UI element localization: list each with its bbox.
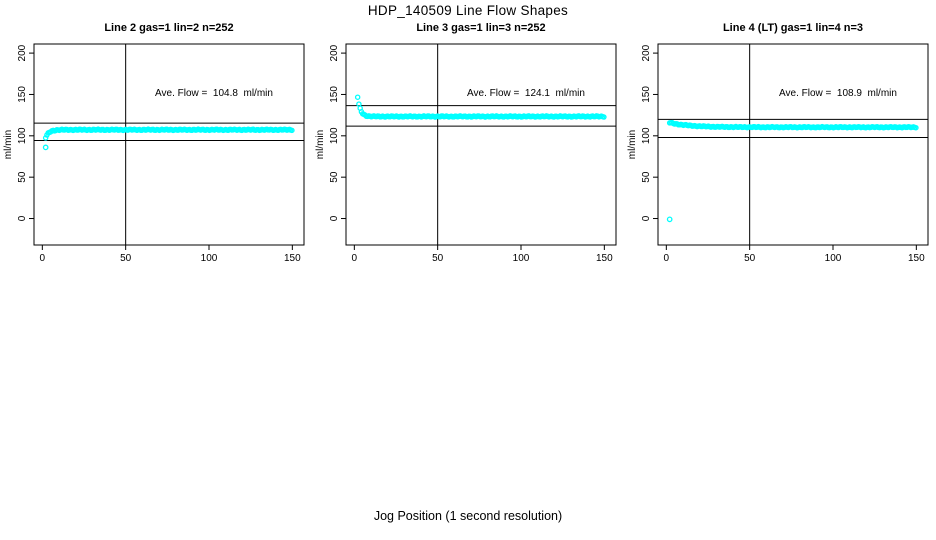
- plot-box: [33, 43, 305, 246]
- x-tick-label: 150: [908, 253, 925, 264]
- y-tick-label: 50: [17, 171, 28, 183]
- x-tick-label: 0: [352, 253, 358, 264]
- y-tick-label: 150: [17, 86, 28, 103]
- data-points: [666, 119, 919, 223]
- ave-flow-annotation: Ave. Flow = 124.1 ml/min: [467, 88, 585, 99]
- x-tick-label: 100: [201, 253, 218, 264]
- y-tick-label: 0: [641, 215, 652, 221]
- outlier-point: [666, 216, 673, 223]
- outlier-point: [42, 144, 49, 151]
- panel-line-3: Line 3 gas=1 lin=3 n=252 0 50 100 150 0 50 100 1…: [312, 0, 624, 270]
- x-tick-label: 50: [120, 253, 132, 264]
- y-tick-label: 50: [329, 171, 340, 183]
- x-tick-label: 150: [284, 253, 301, 264]
- y-tick-label: 0: [329, 215, 340, 221]
- panel-title: Line 4 (LT) gas=1 lin=4 n=3: [723, 22, 863, 34]
- y-tick-label: 200: [641, 44, 652, 61]
- y-tick-label: 150: [329, 86, 340, 103]
- data-points: [42, 126, 295, 151]
- data-point: [42, 135, 49, 141]
- y-axis-title: ml/min: [3, 130, 14, 159]
- plot-svg: Line 3 gas=1 lin=3 n=252 0 50 100 150 0 50 100 1…: [315, 22, 617, 264]
- plot-svg: Line 4 (LT) gas=1 lin=4 n=3 0 50 100 150 0 50 1…: [627, 22, 929, 264]
- x-tick-label: 100: [513, 253, 530, 264]
- x-tick-label: 0: [664, 253, 670, 264]
- panel-row: Line 2 gas=1 lin=2 n=252 0 50 100 150 0 50 100 1…: [0, 0, 936, 270]
- data-point: [913, 124, 919, 131]
- y-tick-label: 200: [329, 44, 340, 61]
- x-axis-label: Jog Position (1 second resolution): [373, 509, 563, 523]
- y-tick-label: 100: [641, 127, 652, 144]
- panel-title: Line 3 gas=1 lin=3 n=252: [416, 22, 545, 34]
- y-tick-label: 150: [641, 86, 652, 103]
- ave-flow-annotation: Ave. Flow = 108.9 ml/min: [779, 88, 897, 99]
- x-tick-label: 100: [825, 253, 842, 264]
- plot-box: [657, 43, 929, 246]
- y-tick-label: 50: [641, 171, 652, 183]
- data-point: [354, 94, 361, 100]
- x-tick-label: 50: [432, 253, 444, 264]
- data-points: [354, 94, 607, 120]
- plot-svg: Line 2 gas=1 lin=2 n=252 0 50 100 150 0 50 100 1…: [3, 22, 305, 264]
- y-tick-label: 0: [17, 215, 28, 221]
- plot-box: [345, 43, 617, 246]
- figure-title: HDP_140509 Line Flow Shapes: [367, 3, 569, 18]
- data-point: [601, 114, 607, 120]
- panel-line-2: Line 2 gas=1 lin=2 n=252 0 50 100 150 0 50 100 1…: [0, 0, 312, 270]
- y-axis-title: ml/min: [315, 130, 326, 159]
- y-tick-label: 100: [17, 127, 28, 144]
- panel-line-4: Line 4 (LT) gas=1 lin=4 n=3 0 50 100 150 0 50 1…: [624, 0, 936, 270]
- panel-title: Line 2 gas=1 lin=2 n=252: [104, 22, 233, 34]
- ave-flow-annotation: Ave. Flow = 104.8 ml/min: [155, 88, 273, 99]
- x-tick-label: 0: [40, 253, 46, 264]
- x-tick-label: 150: [596, 253, 613, 264]
- data-point: [289, 127, 295, 134]
- x-tick-label: 50: [744, 253, 756, 264]
- y-tick-label: 100: [329, 127, 340, 144]
- y-tick-label: 200: [17, 44, 28, 61]
- y-axis-title: ml/min: [627, 130, 638, 159]
